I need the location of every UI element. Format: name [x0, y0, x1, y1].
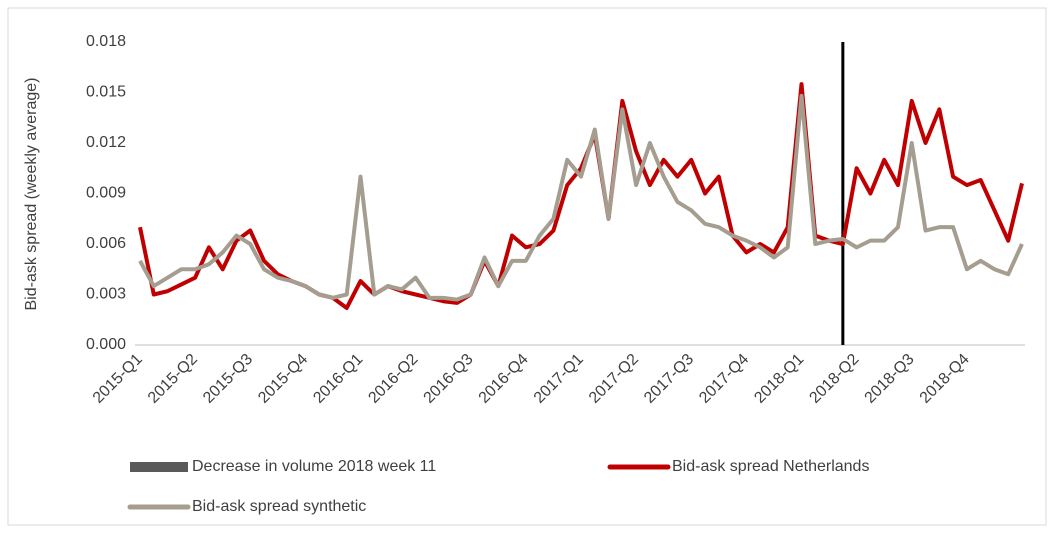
- y-tick-label: 0.006: [86, 235, 126, 252]
- y-tick-label: 0.018: [86, 33, 126, 50]
- y-tick-label: 0.012: [86, 134, 126, 151]
- event-bar: [841, 42, 845, 345]
- legend-label: Bid-ask spread Netherlands: [672, 458, 869, 475]
- y-tick-label: 0.003: [86, 286, 126, 303]
- series-line: [138, 93, 1024, 302]
- legend-label: Decrease in volume 2018 week 11: [192, 458, 436, 475]
- legend-swatch: [130, 462, 188, 472]
- y-tick-label: 0.000: [86, 336, 126, 353]
- y-tick-label: 0.015: [86, 84, 126, 101]
- y-tick-label: 0.009: [86, 185, 126, 202]
- y-axis-label: Bid-ask spread (weekly average): [23, 78, 40, 311]
- legend-label: Bid-ask spread synthetic: [192, 498, 366, 515]
- chart-frame: [7, 7, 1047, 526]
